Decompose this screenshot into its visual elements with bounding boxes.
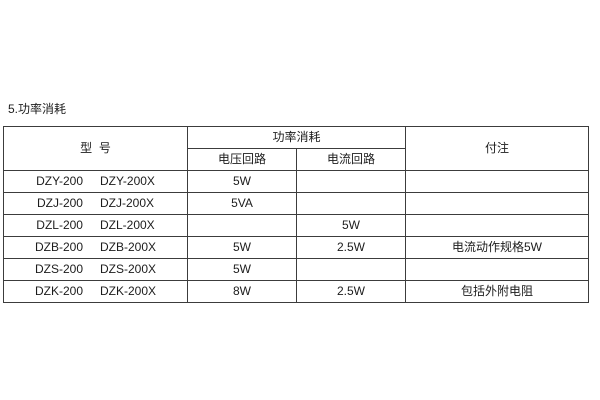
model-variant: DZB-200X <box>100 240 157 254</box>
note-cell <box>405 258 590 281</box>
voltage-circuit-cell: 5VA <box>187 192 297 215</box>
current-circuit-cell <box>295 170 407 193</box>
model-pair: DZK-200 DZK-200X <box>34 282 157 302</box>
table-header-row-2: 电压回路 电流回路 <box>4 148 589 171</box>
model-primary: DZS-200 <box>34 262 83 276</box>
note-cell: 包括外附电阻 <box>405 280 590 303</box>
table-row: DZS-200 DZS-200X 5W <box>3 258 590 281</box>
table-header-row-1: 型 号 功率消耗 付注 <box>3 126 590 171</box>
model-variant: DZY-200X <box>100 174 155 188</box>
current-circuit-cell <box>295 258 407 281</box>
note-cell <box>405 214 590 237</box>
note-cell <box>405 192 590 215</box>
model-pair: DZB-200 DZB-200X <box>34 238 157 258</box>
col-header-voltage-circuit: 电压回路 <box>187 148 297 171</box>
model-cell: DZS-200 DZS-200X <box>3 258 188 281</box>
voltage-circuit-cell <box>187 214 297 237</box>
model-primary: DZK-200 <box>34 284 83 298</box>
voltage-circuit-cell: 8W <box>187 280 297 303</box>
model-pair: DZY-200 DZY-200X <box>36 172 155 192</box>
model-cell: DZJ-200 DZJ-200X <box>3 192 188 215</box>
power-consumption-table: 型 号 功率消耗 付注 电压回路 电流回路 DZY-200 DZY-200X 5… <box>3 126 590 303</box>
section-heading: 5.功率消耗 <box>8 102 67 116</box>
model-cell: DZY-200 DZY-200X <box>3 170 188 193</box>
current-circuit-cell <box>295 192 407 215</box>
table-row: DZB-200 DZB-200X 5W 2.5W 电流动作规格5W <box>3 236 590 259</box>
model-pair: DZL-200 DZL-200X <box>36 216 155 236</box>
table-row: DZL-200 DZL-200X 5W <box>3 214 590 237</box>
table-row: DZJ-200 DZJ-200X 5VA <box>3 192 590 215</box>
model-variant: DZS-200X <box>100 262 157 276</box>
current-circuit-cell: 2.5W <box>295 280 407 303</box>
model-primary: DZB-200 <box>34 240 83 254</box>
model-pair: DZS-200 DZS-200X <box>34 260 157 280</box>
model-primary: DZY-200 <box>36 174 83 188</box>
model-variant: DZL-200X <box>99 218 155 232</box>
table-row: DZY-200 DZY-200X 5W <box>3 170 590 193</box>
col-header-model: 型 号 <box>3 126 188 171</box>
current-circuit-cell: 5W <box>295 214 407 237</box>
model-variant: DZJ-200X <box>99 196 155 210</box>
table-row: DZK-200 DZK-200X 8W 2.5W 包括外附电阻 <box>3 280 590 303</box>
note-cell <box>405 170 590 193</box>
model-cell: DZK-200 DZK-200X <box>3 280 188 303</box>
model-variant: DZK-200X <box>100 284 157 298</box>
model-primary: DZJ-200 <box>36 196 83 210</box>
note-cell: 电流动作规格5W <box>405 236 590 259</box>
model-primary: DZL-200 <box>36 218 83 232</box>
voltage-circuit-cell: 5W <box>187 170 297 193</box>
voltage-circuit-cell: 5W <box>187 236 297 259</box>
model-cell: DZL-200 DZL-200X <box>3 214 188 237</box>
voltage-circuit-cell: 5W <box>187 258 297 281</box>
col-header-current-circuit: 电流回路 <box>295 148 407 171</box>
model-pair: DZJ-200 DZJ-200X <box>36 194 155 214</box>
col-header-notes: 付注 <box>405 126 590 171</box>
col-header-power-group: 功率消耗 <box>186 126 407 149</box>
model-cell: DZB-200 DZB-200X <box>3 236 188 259</box>
current-circuit-cell: 2.5W <box>295 236 407 259</box>
